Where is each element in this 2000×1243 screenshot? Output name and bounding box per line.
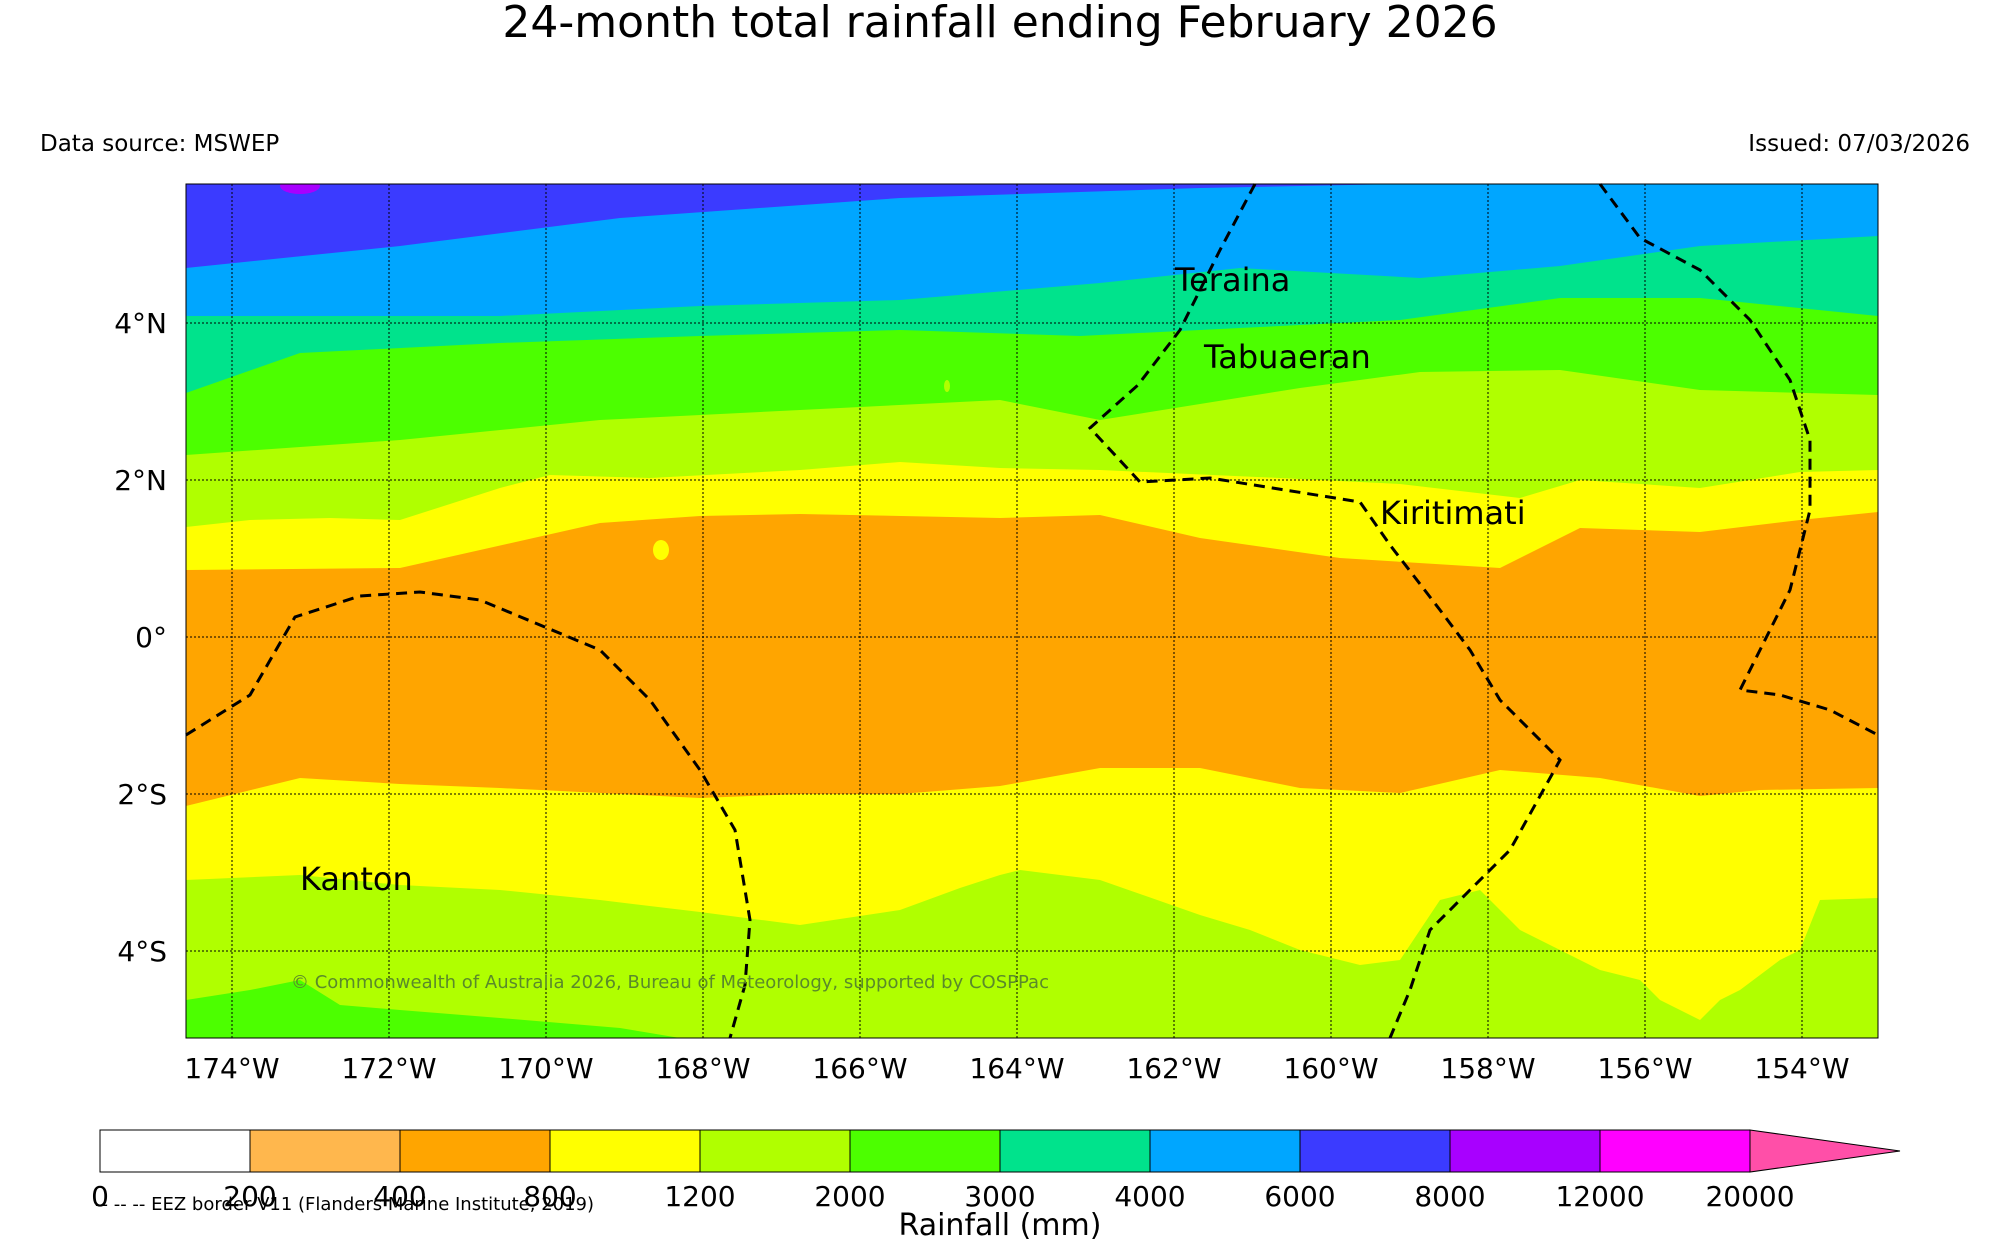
colorbar-tick-label: 8000 bbox=[1414, 1180, 1486, 1213]
island-ring-1 bbox=[653, 540, 669, 560]
lon-label: 170°W bbox=[498, 1052, 593, 1085]
label-tabuaeran: Tabuaeran bbox=[1203, 338, 1371, 376]
band-800-1200 bbox=[186, 462, 1878, 570]
place-labels: Teraina Tabuaeran Kiritimati Kanton bbox=[300, 261, 1526, 898]
label-kanton: Kanton bbox=[300, 860, 413, 898]
colorbar-tick-label: 400 bbox=[373, 1180, 427, 1213]
band-400-800 bbox=[186, 512, 1878, 806]
colorbar-swatch bbox=[699, 1129, 851, 1173]
lat-label: 0° bbox=[135, 621, 167, 654]
issued-date: Issued: 07/03/2026 bbox=[1748, 131, 1970, 157]
colorbar-extend-arrow bbox=[1749, 1129, 1901, 1173]
lon-label: 156°W bbox=[1597, 1052, 1692, 1085]
label-kiritimati: Kiritimati bbox=[1380, 494, 1526, 532]
colorbar-tick-label: 800 bbox=[523, 1180, 577, 1213]
band-800-1200-south bbox=[186, 768, 1878, 1020]
colorbar-swatch bbox=[549, 1129, 701, 1173]
colorbar-tick-label: 6000 bbox=[1264, 1180, 1336, 1213]
colorbar-tick-label: 2000 bbox=[814, 1180, 886, 1213]
colorbar-title: Rainfall (mm) bbox=[898, 1208, 1102, 1243]
lon-label: 158°W bbox=[1440, 1052, 1535, 1085]
colorbar bbox=[99, 1129, 1901, 1173]
colorbar-tick-label: 12000 bbox=[1555, 1180, 1645, 1213]
lon-label: 154°W bbox=[1754, 1052, 1849, 1085]
colorbar-tick-label: 3000 bbox=[964, 1180, 1036, 1213]
lon-axis-labels: 174°W 172°W 170°W 168°W 166°W 164°W 162°… bbox=[184, 1052, 1849, 1085]
graticule bbox=[186, 184, 1878, 1038]
lat-label: 4°S bbox=[117, 935, 167, 968]
colorbar-swatch bbox=[1599, 1129, 1751, 1173]
colorbar-swatch bbox=[999, 1129, 1151, 1173]
band-4000-6000 bbox=[186, 184, 1878, 318]
map-title: 24-month total rainfall ending February … bbox=[502, 0, 1498, 48]
lon-label: 172°W bbox=[341, 1052, 436, 1085]
colorbar-swatch bbox=[849, 1129, 1001, 1173]
colorbar-swatch bbox=[249, 1129, 401, 1173]
lat-label: 2°N bbox=[114, 464, 167, 497]
band-2000-3000-south bbox=[186, 980, 680, 1038]
lon-label: 174°W bbox=[184, 1052, 279, 1085]
colorbar-tick-label: 0 bbox=[91, 1180, 109, 1213]
label-teraina: Teraina bbox=[1174, 261, 1290, 299]
rainfall-contours bbox=[186, 184, 1878, 1038]
band-6000-8000 bbox=[186, 184, 1878, 270]
colorbar-tick-label: 4000 bbox=[1114, 1180, 1186, 1213]
colorbar-tick-label: 20000 bbox=[1705, 1180, 1795, 1213]
band-2000-3000 bbox=[186, 298, 1878, 455]
lat-label: 4°N bbox=[114, 307, 167, 340]
colorbar-swatch bbox=[399, 1129, 551, 1173]
lon-label: 164°W bbox=[969, 1052, 1064, 1085]
lat-axis-labels: 4°N 2°N 0° 2°S 4°S bbox=[114, 307, 167, 968]
eez-legend-note: -- -- -- EEZ border V11 (Flanders Marine… bbox=[95, 1194, 595, 1215]
colorbar-swatch bbox=[1299, 1129, 1451, 1173]
map-frame bbox=[185, 183, 1879, 1039]
lon-label: 168°W bbox=[655, 1052, 750, 1085]
lat-label: 2°S bbox=[117, 778, 167, 811]
lon-label: 160°W bbox=[1283, 1052, 1378, 1085]
colorbar-swatch bbox=[99, 1129, 251, 1173]
data-source: Data source: MSWEP bbox=[40, 131, 280, 157]
colorbar-swatch bbox=[1149, 1129, 1301, 1173]
eez-borders bbox=[185, 183, 1879, 1039]
copyright-text: © Commonwealth of Australia 2026, Bureau… bbox=[291, 972, 1049, 993]
lon-label: 162°W bbox=[1126, 1052, 1221, 1085]
band-3000-4000 bbox=[186, 236, 1878, 395]
colorbar-swatch bbox=[1449, 1129, 1601, 1173]
island-ring-2 bbox=[944, 380, 950, 392]
lon-label: 166°W bbox=[812, 1052, 907, 1085]
colorbar-tick-label: 200 bbox=[223, 1180, 277, 1213]
colorbar-tick-label: 1200 bbox=[664, 1180, 736, 1213]
purple-spot bbox=[280, 184, 320, 194]
